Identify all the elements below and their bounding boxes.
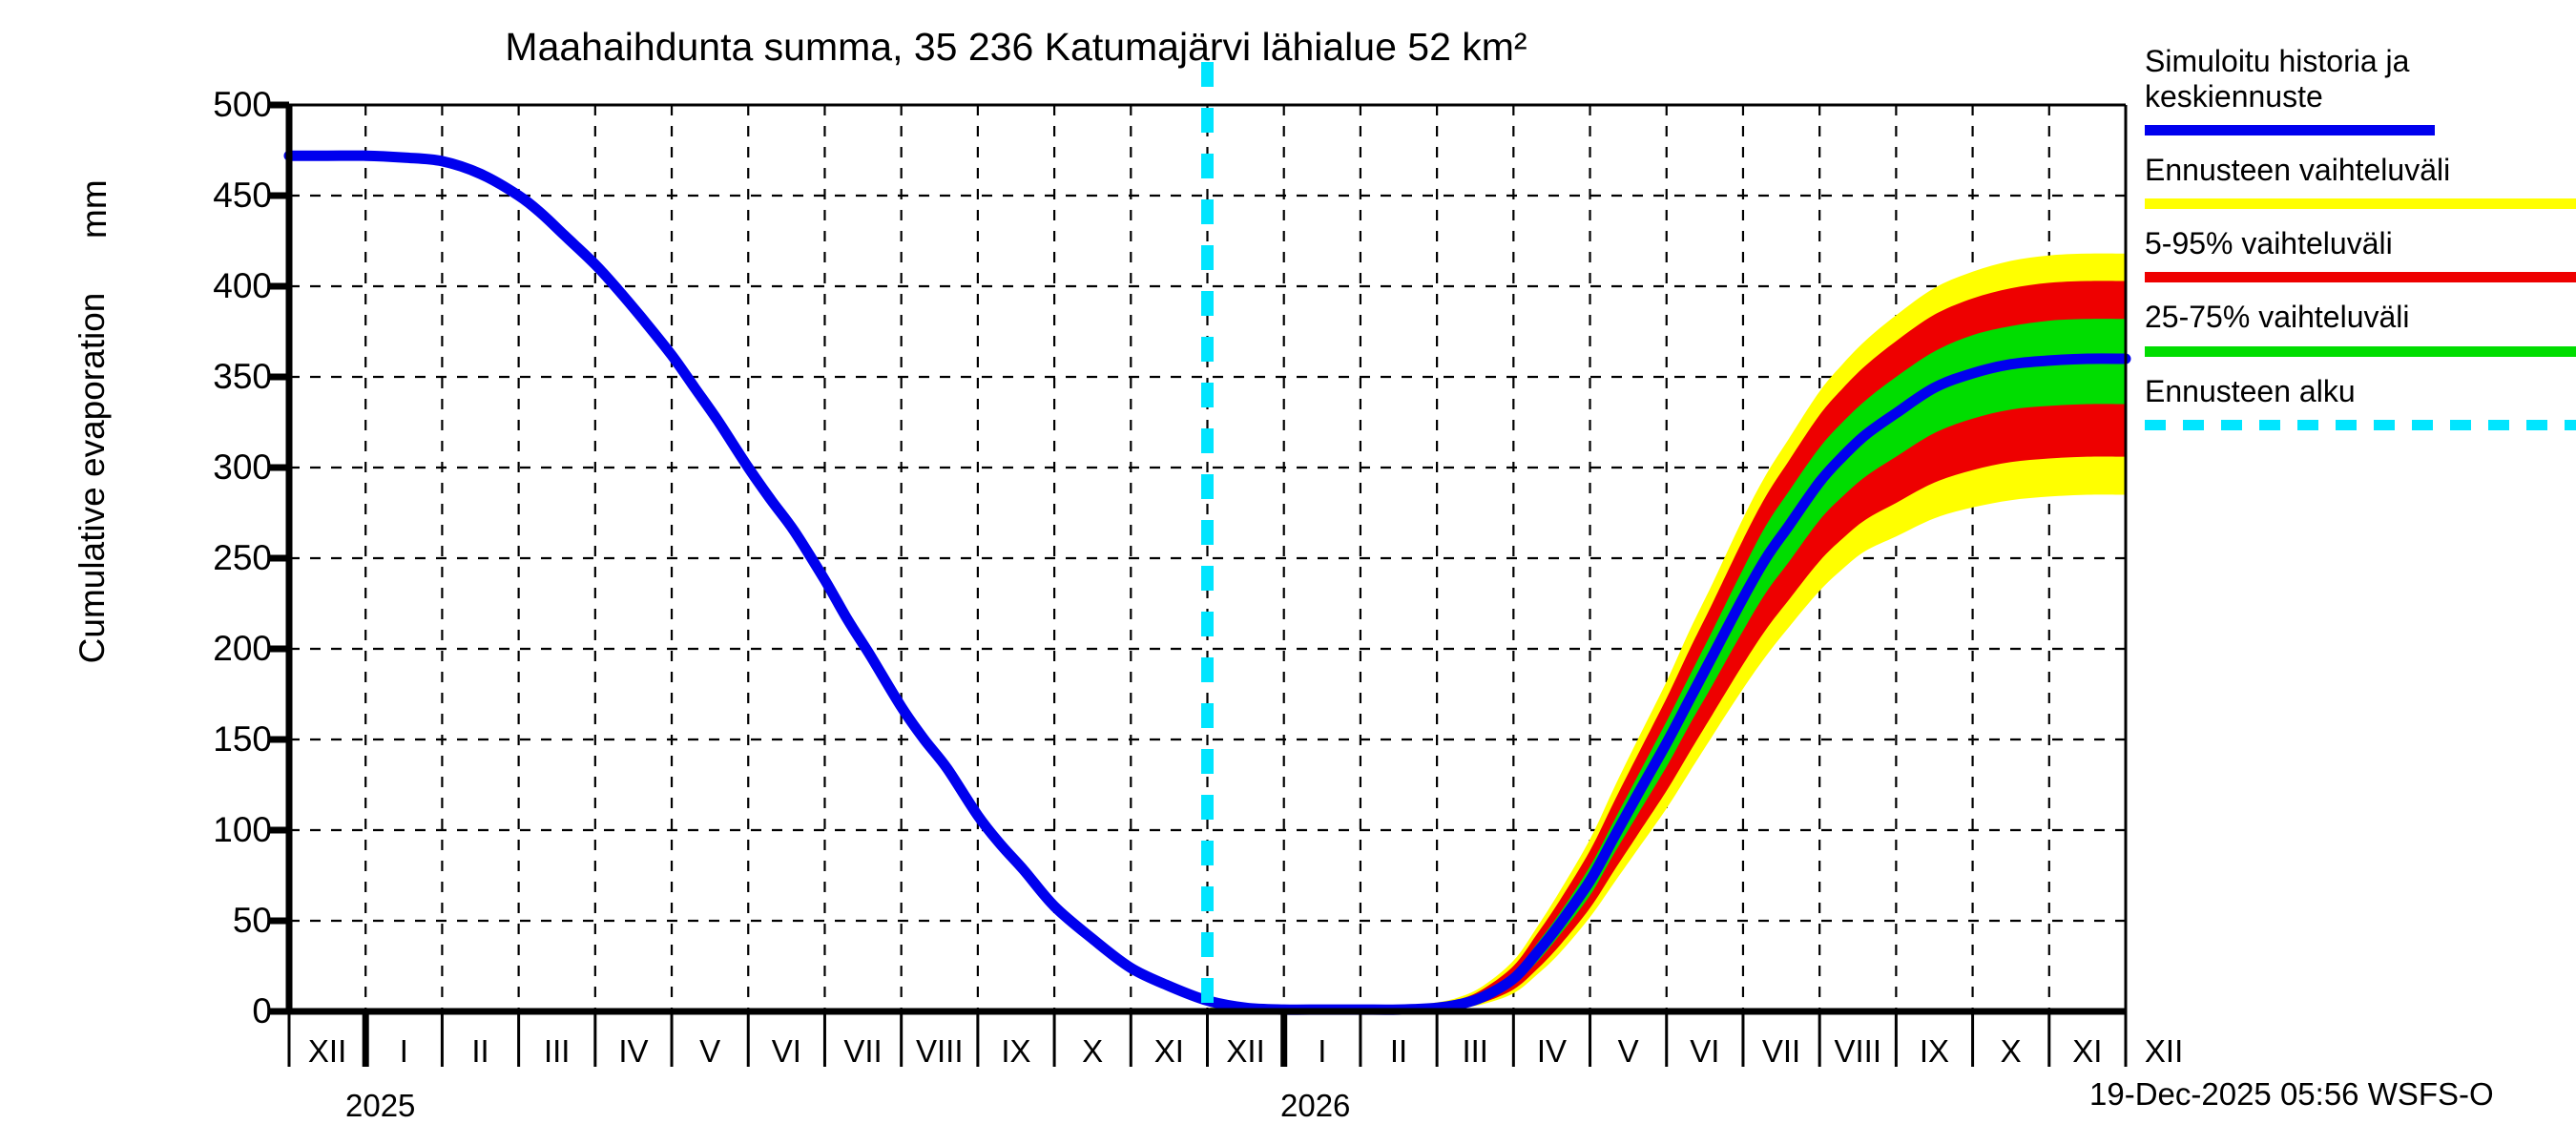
x-tick-label: VI bbox=[1690, 1033, 1720, 1069]
y-axis-title: Cumulative evaporation bbox=[73, 292, 112, 664]
legend-label-range-5-95: 5-95% vaihteluväli bbox=[2145, 226, 2393, 261]
x-tick-label: XI bbox=[2072, 1033, 2103, 1069]
legend-swatch-range-5-95 bbox=[2145, 272, 2576, 283]
y-tick-label: 400 bbox=[213, 266, 272, 305]
legend-swatch-forecast-range bbox=[2145, 198, 2576, 210]
x-tick-label: V bbox=[1617, 1033, 1639, 1069]
chart-legend: Simuloitu historia ja keskiennuste Ennuste… bbox=[2145, 44, 2576, 448]
y-tick-label: 100 bbox=[213, 810, 272, 849]
forecast-bands bbox=[1207, 253, 2126, 1010]
x-tick-label: XI bbox=[1153, 1033, 1184, 1069]
x-tick-label: V bbox=[699, 1033, 721, 1069]
x-tick-label: VIII bbox=[1834, 1033, 1882, 1069]
x-tick-label: VII bbox=[1761, 1033, 1801, 1069]
legend-swatch-range-25-75 bbox=[2145, 345, 2576, 357]
x-tick-label: XII bbox=[307, 1033, 347, 1069]
x-tick-label: IX bbox=[1001, 1033, 1031, 1069]
x-tick-label: XII bbox=[2144, 1033, 2184, 1069]
x-tick-label: I bbox=[1318, 1033, 1327, 1069]
y-axis-unit: mm bbox=[74, 179, 114, 239]
y-tick-label: 50 bbox=[232, 901, 272, 940]
legend-label-forecast-start: Ennusteen alku bbox=[2145, 373, 2356, 408]
legend-label-forecast-range: Ennusteen vaihteluväli bbox=[2145, 153, 2451, 188]
x-tick-label: VIII bbox=[916, 1033, 964, 1069]
y-tick-label: 450 bbox=[213, 176, 272, 215]
x-tick-label: III bbox=[1462, 1033, 1488, 1069]
x-axis-year-label: 2026 bbox=[1280, 1088, 1351, 1123]
x-tick-label: VII bbox=[843, 1033, 883, 1069]
x-tick-label: I bbox=[399, 1033, 408, 1069]
legend-swatch-simulated-history bbox=[2145, 125, 2435, 136]
x-tick-label: III bbox=[543, 1033, 571, 1069]
x-tick-label: X bbox=[2000, 1033, 2022, 1069]
x-tick-marks bbox=[287, 1011, 2128, 1067]
legend-swatch-forecast-start bbox=[2145, 419, 2576, 430]
x-tick-label: X bbox=[1082, 1033, 1104, 1069]
y-tick-label: 300 bbox=[213, 448, 272, 487]
chart-title: Maahaihdunta summa, 35 236 Katumajärvi l… bbox=[505, 25, 1527, 69]
y-tick-label: 150 bbox=[213, 719, 272, 759]
x-tick-label: II bbox=[1389, 1033, 1408, 1069]
x-tick-label: XII bbox=[1226, 1033, 1265, 1069]
y-tick-label: 200 bbox=[213, 629, 272, 668]
x-tick-label: II bbox=[471, 1033, 489, 1069]
median-line bbox=[283, 150, 2131, 1015]
y-tick-label: 0 bbox=[252, 991, 272, 1030]
y-tick-label: 350 bbox=[213, 357, 272, 396]
y-tick-label: 500 bbox=[213, 85, 272, 124]
footer-timestamp: 19-Dec-2025 05:56 WSFS-O bbox=[2089, 1076, 2494, 1112]
legend-label-simulated-history: Simuloitu historia ja keskiennuste bbox=[2145, 44, 2410, 114]
y-tick-label: 250 bbox=[213, 538, 272, 577]
band-25-75 bbox=[1207, 319, 2126, 1010]
x-tick-label: IX bbox=[1919, 1033, 1950, 1069]
x-tick-label: IV bbox=[1536, 1033, 1568, 1069]
x-axis-year-label: 2025 bbox=[345, 1088, 416, 1123]
x-tick-label: VI bbox=[771, 1033, 801, 1069]
legend-label-range-25-75: 25-75% vaihteluväli bbox=[2145, 300, 2410, 335]
x-tick-label: IV bbox=[618, 1033, 649, 1069]
band-red bbox=[1207, 281, 2126, 1010]
